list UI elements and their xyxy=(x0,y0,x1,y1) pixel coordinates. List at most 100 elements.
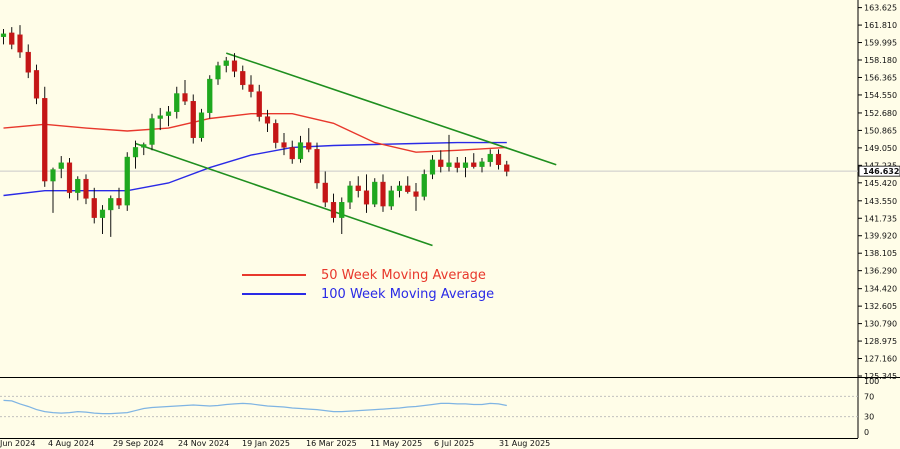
candle xyxy=(174,86,180,119)
candle-body xyxy=(240,71,246,86)
candle-body xyxy=(182,93,188,102)
candle xyxy=(355,176,361,198)
candle xyxy=(99,205,106,235)
candle-body xyxy=(429,159,436,175)
price-tick-label: 136.290 xyxy=(864,267,897,276)
candle-body xyxy=(289,147,295,160)
candle-body xyxy=(83,178,89,199)
candle-body xyxy=(223,60,229,66)
candle-body xyxy=(347,185,353,203)
time-axis-label: 31 Aug 2025 xyxy=(499,439,550,448)
candle xyxy=(256,84,262,122)
candle-body xyxy=(58,162,64,169)
price-tick-label: 145.420 xyxy=(864,179,897,188)
candle xyxy=(149,113,155,151)
time-axis-label: Jun 2024 xyxy=(0,439,35,448)
candle xyxy=(363,174,370,213)
candle xyxy=(487,149,493,167)
candle xyxy=(446,134,452,172)
candle-body xyxy=(396,185,403,191)
candle-body xyxy=(165,111,172,116)
candle xyxy=(330,193,337,223)
candle xyxy=(380,174,386,212)
candle xyxy=(231,53,238,78)
price-tick-label: 149.050 xyxy=(864,144,897,153)
time-axis-label: 11 May 2025 xyxy=(370,439,422,448)
candle xyxy=(248,75,254,98)
price-tick-label: 156.365 xyxy=(864,73,897,82)
candle xyxy=(297,135,304,163)
candle-body xyxy=(273,123,279,143)
candle xyxy=(141,142,147,156)
candle xyxy=(215,61,221,85)
candle xyxy=(25,44,31,79)
candle xyxy=(347,181,353,209)
candle-body xyxy=(405,185,411,192)
candle-body xyxy=(66,162,73,193)
candle-body xyxy=(281,142,287,148)
price-tick-label: 132.605 xyxy=(864,302,897,311)
ma-50-line xyxy=(3,113,507,153)
candle-body xyxy=(495,153,502,165)
candle-body xyxy=(141,144,147,148)
candle xyxy=(322,171,328,208)
time-axis-label: 4 Aug 2024 xyxy=(48,439,94,448)
candle xyxy=(198,108,205,142)
candle-body xyxy=(314,149,320,184)
candle-body xyxy=(174,93,180,112)
candle-body xyxy=(479,161,485,167)
candle-body xyxy=(462,162,469,168)
time-axis-label: 6 Jul 2025 xyxy=(434,439,474,448)
candle-body xyxy=(306,142,312,150)
candle xyxy=(9,27,15,50)
price-tick-label: 128.975 xyxy=(864,337,897,346)
candle xyxy=(240,65,246,90)
candle xyxy=(289,140,295,164)
candle xyxy=(66,157,73,199)
candle-body xyxy=(50,169,56,182)
candle xyxy=(372,178,378,208)
candle xyxy=(124,152,130,211)
price-tick-label: 154.550 xyxy=(864,91,897,100)
candle-body xyxy=(0,33,7,37)
candle-body xyxy=(157,115,163,119)
candle-body xyxy=(297,142,304,160)
candle-body xyxy=(215,65,221,80)
time-axis-label: 16 Mar 2025 xyxy=(306,439,357,448)
candle xyxy=(504,160,510,177)
candle xyxy=(182,80,188,106)
candle xyxy=(0,29,7,45)
price-tick-label: 161.810 xyxy=(864,21,897,30)
candle xyxy=(388,185,394,210)
time-axis-label: 19 Jan 2025 xyxy=(242,439,290,448)
oscillator-tick-label: 100 xyxy=(864,377,879,386)
candle-body xyxy=(190,100,196,138)
candle-body xyxy=(471,162,477,167)
price-tick-label: 158.180 xyxy=(864,56,897,65)
candle-body xyxy=(504,164,510,172)
oscillator-tick-label: 0 xyxy=(864,428,869,437)
candle xyxy=(83,174,89,205)
candle xyxy=(223,56,229,73)
candle-body xyxy=(75,178,81,193)
candle-body xyxy=(339,202,345,218)
candle-body xyxy=(446,162,452,167)
candle xyxy=(339,197,345,235)
candle-body xyxy=(33,70,40,99)
oscillator-tick-label: 70 xyxy=(864,392,874,401)
oscillator-line xyxy=(3,399,507,415)
price-tick-label: 159.995 xyxy=(864,39,897,48)
candle-body xyxy=(42,98,48,182)
candle xyxy=(165,106,172,127)
candle-body xyxy=(421,174,427,197)
price-tick-label: 150.865 xyxy=(864,126,897,135)
candle-body xyxy=(91,198,97,218)
candle xyxy=(462,157,469,178)
candle xyxy=(42,86,48,187)
candle xyxy=(413,182,419,211)
candle-body xyxy=(438,159,444,167)
candle xyxy=(17,25,23,58)
candle-body xyxy=(198,112,205,138)
